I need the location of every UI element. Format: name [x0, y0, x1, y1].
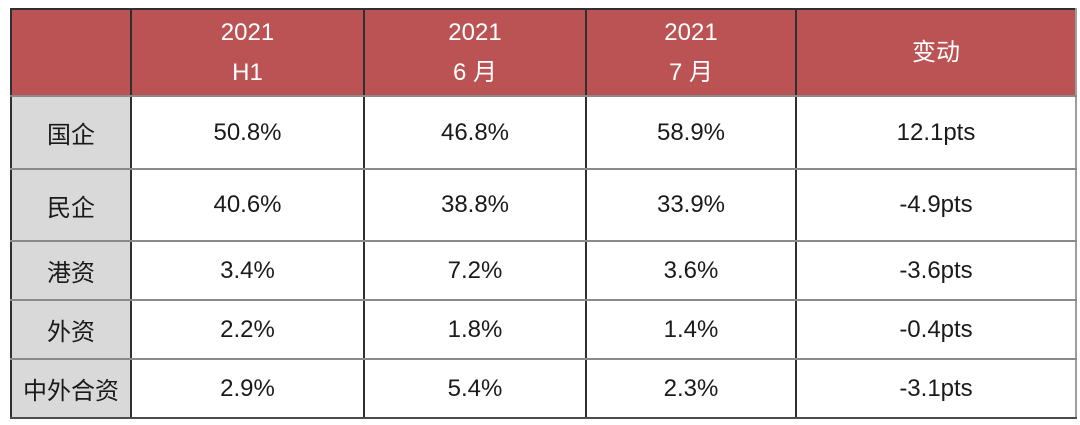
- data-cell: 50.8%: [130, 95, 365, 170]
- header-line: 2021: [448, 18, 502, 46]
- data-cell: 7.2%: [363, 240, 587, 301]
- row-label: 国企: [10, 95, 132, 170]
- header-line: 6 月: [452, 58, 497, 86]
- data-cell: 5.4%: [363, 358, 587, 419]
- data-cell: 33.9%: [585, 168, 797, 242]
- data-cell: 1.8%: [363, 299, 587, 360]
- header-line: 变动: [912, 38, 960, 66]
- header-cell-change: 变动: [795, 8, 1077, 97]
- header-cell-2021-jul: 2021 7 月: [585, 8, 797, 97]
- data-cell: 58.9%: [585, 95, 797, 170]
- row-label: 民企: [10, 168, 132, 242]
- data-cell: -3.6pts: [795, 240, 1077, 301]
- ownership-share-table: 2021 H1 2021 6 月 2021 7 月 变动 国企 50.8% 46…: [10, 8, 1077, 419]
- data-cell: -4.9pts: [795, 168, 1077, 242]
- row-label: 外资: [10, 299, 132, 360]
- data-cell: -3.1pts: [795, 358, 1077, 419]
- table-row-private: 民企 40.6% 38.8% 33.9% -4.9pts: [10, 168, 1077, 242]
- header-line: 2021: [220, 18, 275, 46]
- data-cell: 1.4%: [585, 299, 797, 360]
- table-row-soe: 国企 50.8% 46.8% 58.9% 12.1pts: [10, 95, 1077, 170]
- header-cell-2021-h1: 2021 H1: [130, 8, 365, 97]
- header-line: H1: [232, 58, 263, 86]
- header-line: 7 月: [668, 58, 713, 86]
- table-row-joint-venture: 中外合资 2.9% 5.4% 2.3% -3.1pts: [10, 358, 1077, 419]
- data-cell: 46.8%: [363, 95, 587, 170]
- data-cell: -0.4pts: [795, 299, 1077, 360]
- table-row-foreign-capital: 外资 2.2% 1.8% 1.4% -0.4pts: [10, 299, 1077, 360]
- row-label: 中外合资: [10, 358, 132, 419]
- data-cell: 3.6%: [585, 240, 797, 301]
- data-cell: 40.6%: [130, 168, 365, 242]
- data-cell: 38.8%: [363, 168, 587, 242]
- row-label: 港资: [10, 240, 132, 301]
- header-cell-2021-jun: 2021 6 月: [363, 8, 587, 97]
- table-row-hk-capital: 港资 3.4% 7.2% 3.6% -3.6pts: [10, 240, 1077, 301]
- data-cell: 2.2%: [130, 299, 365, 360]
- data-cell: 2.9%: [130, 358, 365, 419]
- data-cell: 12.1pts: [795, 95, 1077, 170]
- header-line: 2021: [664, 18, 718, 46]
- data-cell: 2.3%: [585, 358, 797, 419]
- table-header-row: 2021 H1 2021 6 月 2021 7 月 变动: [10, 8, 1077, 97]
- data-cell: 3.4%: [130, 240, 365, 301]
- header-cell-corner: [10, 8, 132, 97]
